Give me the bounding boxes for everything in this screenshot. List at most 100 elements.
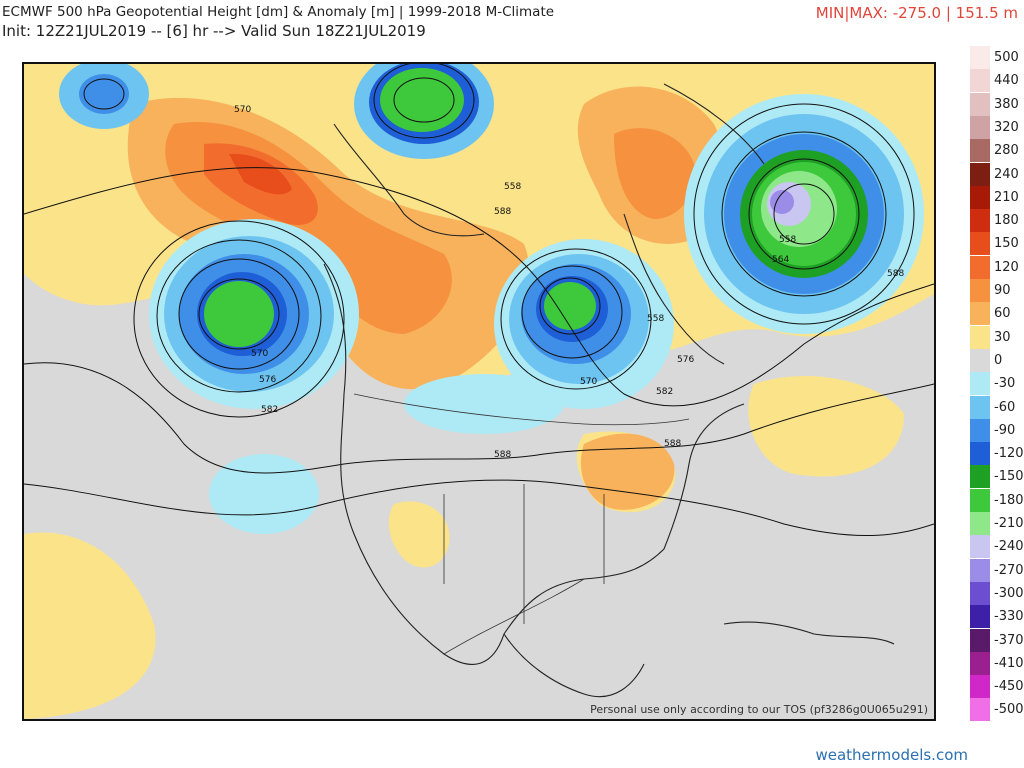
contour-label: 576	[677, 355, 694, 365]
legend-swatch	[970, 558, 990, 582]
legend-label: 440	[994, 73, 1019, 89]
anomaly-map: 570 588 558 558 564 588 570 576 582 570 …	[24, 64, 934, 719]
legend-swatch	[970, 488, 990, 512]
init-valid-time: Init: 12Z21JUL2019 -- [6] hr --> Valid S…	[2, 22, 426, 40]
legend-label: 240	[994, 166, 1019, 182]
legend-swatch	[970, 255, 990, 279]
legend-swatch	[970, 162, 990, 186]
legend-label: 60	[994, 306, 1011, 322]
legend-entry: -210	[970, 512, 1024, 535]
legend-label: -370	[994, 632, 1024, 648]
legend-label: 280	[994, 143, 1019, 159]
legend-swatch	[970, 46, 990, 69]
contour-label: 564	[772, 255, 789, 265]
legend-label: -450	[994, 679, 1024, 695]
legend-label: -410	[994, 655, 1024, 671]
legend-entry: -60	[970, 395, 1024, 419]
legend-label: 90	[994, 283, 1011, 298]
legend-entry: 320	[970, 115, 1024, 139]
legend-swatch	[970, 535, 990, 559]
legend-swatch	[970, 302, 990, 326]
legend-swatch	[970, 69, 990, 93]
legend-label: -180	[994, 492, 1024, 508]
legend-entry: 180	[970, 209, 1024, 233]
legend-swatch	[970, 348, 990, 372]
legend-label: 180	[994, 213, 1019, 229]
legend-swatch	[970, 628, 990, 652]
legend-entry: 90	[970, 279, 1024, 302]
legend-entry: -270	[970, 558, 1024, 582]
legend-swatch	[970, 418, 990, 442]
legend-label: -90	[994, 422, 1016, 438]
legend-entry: -30	[970, 372, 1024, 396]
legend-entry: -90	[970, 418, 1024, 442]
legend-label: 210	[994, 189, 1019, 205]
legend-label: -500	[994, 702, 1024, 718]
legend-swatch	[970, 279, 990, 302]
legend-swatch	[970, 512, 990, 535]
legend-entry: 210	[970, 185, 1024, 209]
legend-swatch	[970, 651, 990, 675]
contour-label: 558	[779, 235, 796, 245]
chart-title: ECMWF 500 hPa Geopotential Height [dm] &…	[2, 4, 555, 20]
legend-swatch	[970, 185, 990, 209]
tos-watermark: Personal use only according to our TOS (…	[590, 703, 928, 716]
legend-swatch	[970, 115, 990, 139]
legend-swatch	[970, 209, 990, 233]
legend-swatch	[970, 372, 990, 396]
legend-entry: -150	[970, 465, 1024, 489]
contour-label: 588	[494, 450, 511, 460]
contour-label: 570	[251, 349, 268, 359]
legend-swatch	[970, 92, 990, 116]
legend-label: 150	[994, 236, 1019, 252]
legend-swatch	[970, 675, 990, 699]
legend-label: 0	[994, 352, 1003, 368]
legend-entry: 60	[970, 302, 1024, 326]
min-max-readout: MIN|MAX: -275.0 | 151.5 m	[815, 4, 1018, 22]
contour-label: 582	[261, 405, 278, 415]
legend-entry: -180	[970, 488, 1024, 512]
contour-label: 558	[647, 314, 664, 324]
legend-entry: -500	[970, 698, 1024, 722]
legend-label: -60	[994, 399, 1016, 415]
legend-entry: -450	[970, 675, 1024, 699]
legend-swatch	[970, 232, 990, 256]
legend-entry: -410	[970, 651, 1024, 675]
legend-entry: -120	[970, 442, 1024, 466]
legend-entry: 280	[970, 139, 1024, 163]
legend-swatch	[970, 325, 990, 349]
contour-label: 570	[580, 377, 597, 387]
legend-swatch	[970, 442, 990, 466]
legend-entry: 380	[970, 92, 1024, 116]
legend-swatch	[970, 139, 990, 163]
legend-label: 320	[994, 119, 1019, 135]
contour-label: 588	[494, 207, 511, 217]
legend-label: 380	[994, 96, 1019, 112]
legend-swatch	[970, 605, 990, 629]
legend-entry: -240	[970, 535, 1024, 559]
legend-entry: 0	[970, 348, 1024, 372]
anomaly-color-legend: 500 440 380 320 280 240 210 180 150 120 90 60 30 0 -30…	[970, 46, 1024, 722]
contour-label: 588	[887, 269, 904, 279]
legend-entry: 120	[970, 255, 1024, 279]
legend-swatch	[970, 465, 990, 489]
legend-label: -270	[994, 562, 1024, 578]
legend-entry: 240	[970, 162, 1024, 186]
contour-label: 582	[656, 387, 673, 397]
legend-label: -30	[994, 376, 1016, 392]
legend-entry: 500	[970, 46, 1024, 69]
site-credit[interactable]: weathermodels.com	[815, 746, 968, 764]
legend-label: -330	[994, 609, 1024, 625]
legend-swatch	[970, 581, 990, 605]
contour-label: 576	[259, 375, 276, 385]
legend-entry: -370	[970, 628, 1024, 652]
legend-label: 30	[994, 329, 1011, 345]
legend-label: -210	[994, 516, 1024, 531]
legend-label: 120	[994, 259, 1019, 275]
legend-entry: -300	[970, 581, 1024, 605]
legend-entry: 150	[970, 232, 1024, 256]
legend-label: -150	[994, 469, 1024, 485]
legend-label: -240	[994, 539, 1024, 555]
legend-label: -300	[994, 585, 1024, 601]
legend-swatch	[970, 698, 990, 722]
